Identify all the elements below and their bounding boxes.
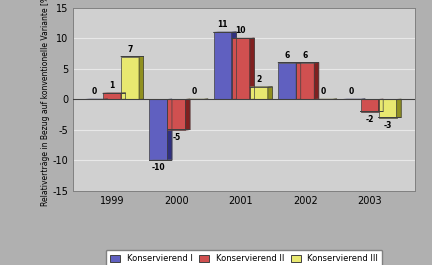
- Text: 10: 10: [235, 26, 246, 35]
- Text: 7: 7: [127, 45, 133, 54]
- Bar: [121, 57, 139, 99]
- Polygon shape: [379, 99, 383, 112]
- Polygon shape: [232, 32, 236, 99]
- Bar: [361, 99, 379, 112]
- Text: -2: -2: [365, 114, 374, 123]
- Text: -5: -5: [172, 133, 181, 142]
- Text: 0: 0: [349, 87, 354, 96]
- Polygon shape: [185, 99, 190, 130]
- Polygon shape: [268, 87, 273, 99]
- Text: 11: 11: [218, 20, 228, 29]
- Legend: Konservierend I, Konservierend II, Konservierend III: Konservierend I, Konservierend II, Konse…: [106, 250, 382, 265]
- Polygon shape: [139, 56, 143, 99]
- Polygon shape: [250, 38, 254, 99]
- Polygon shape: [397, 99, 401, 118]
- Bar: [250, 87, 268, 99]
- Text: 0: 0: [321, 87, 326, 96]
- Polygon shape: [314, 63, 319, 99]
- Text: 0: 0: [192, 87, 197, 96]
- Text: 2: 2: [256, 75, 261, 84]
- Text: 6: 6: [303, 51, 308, 60]
- Bar: [168, 99, 185, 130]
- Bar: [379, 99, 397, 118]
- Bar: [149, 99, 168, 160]
- Text: 0: 0: [92, 87, 97, 96]
- Polygon shape: [121, 93, 126, 99]
- Bar: [214, 32, 232, 99]
- Text: 6: 6: [285, 51, 290, 60]
- Text: 1: 1: [109, 81, 115, 90]
- Polygon shape: [168, 99, 172, 160]
- Bar: [296, 63, 314, 99]
- Polygon shape: [296, 63, 301, 99]
- Y-axis label: Relativerträge in Bezug auf konventionelle Variante [%]: Relativerträge in Bezug auf konventionel…: [41, 0, 50, 206]
- Bar: [232, 38, 250, 99]
- Text: -10: -10: [152, 163, 165, 172]
- Bar: [103, 93, 121, 99]
- Text: -3: -3: [384, 121, 392, 130]
- Bar: [278, 63, 296, 99]
